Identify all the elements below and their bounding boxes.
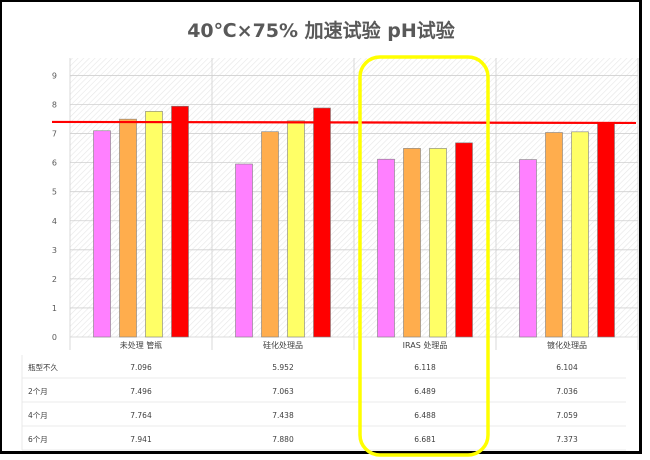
bar bbox=[261, 131, 279, 338]
bar bbox=[519, 159, 537, 338]
table-cell: 6.681 bbox=[414, 435, 436, 444]
y-tick-label: 4 bbox=[52, 217, 57, 226]
y-tick-label: 1 bbox=[52, 304, 57, 313]
y-tick-label: 7 bbox=[52, 130, 57, 139]
table-cell: 7.764 bbox=[130, 411, 152, 420]
bar bbox=[119, 118, 137, 338]
table-cell: 6.118 bbox=[414, 363, 436, 372]
table-cell: 5.952 bbox=[272, 363, 294, 372]
table-cell: 7.373 bbox=[556, 435, 578, 444]
bar bbox=[313, 107, 331, 338]
bar bbox=[171, 105, 189, 338]
table-cell: 7.036 bbox=[556, 387, 578, 396]
y-tick-label: 6 bbox=[52, 159, 57, 168]
y-tick-label: 5 bbox=[52, 188, 57, 197]
category-label: IRAS 处理品 bbox=[403, 340, 448, 350]
y-tick-label: 2 bbox=[52, 275, 57, 284]
bar bbox=[571, 131, 589, 338]
highlight-box bbox=[358, 55, 490, 457]
table-cell: 6.104 bbox=[556, 363, 578, 372]
bar bbox=[287, 120, 305, 338]
bar bbox=[545, 132, 563, 338]
bar bbox=[145, 111, 163, 338]
table-cell: 7.496 bbox=[130, 387, 152, 396]
y-tick-label: 9 bbox=[52, 71, 57, 80]
table-cell: 7.880 bbox=[272, 435, 294, 444]
bar bbox=[235, 163, 253, 338]
table-cell: 7.941 bbox=[130, 435, 152, 444]
bar bbox=[597, 122, 615, 338]
y-tick-label: 8 bbox=[52, 101, 57, 110]
y-tick-label: 3 bbox=[52, 246, 57, 255]
table-row-label: 2个月 bbox=[28, 387, 48, 396]
table-row-label: 瓶型不久 bbox=[28, 362, 58, 372]
category-label: 硅化处理品 bbox=[263, 340, 303, 350]
table-cell: 7.059 bbox=[556, 411, 578, 420]
bar bbox=[377, 158, 395, 338]
reference-line bbox=[51, 120, 637, 125]
bar bbox=[403, 148, 421, 338]
table-cell: 7.063 bbox=[272, 387, 294, 396]
table-row-label: 6个月 bbox=[28, 435, 48, 444]
table-cell: 7.096 bbox=[130, 363, 152, 372]
bar bbox=[93, 130, 111, 338]
y-tick-label: 0 bbox=[52, 333, 57, 342]
table-row-label: 4个月 bbox=[28, 411, 48, 420]
table-cell: 6.488 bbox=[414, 411, 436, 420]
bar bbox=[455, 142, 473, 338]
category-label: 未处理 管瓶 bbox=[120, 340, 163, 350]
chart-frame bbox=[0, 0, 642, 454]
bar bbox=[429, 148, 447, 338]
table-cell: 7.438 bbox=[272, 411, 294, 420]
chart-title: 40℃×75% 加速试验 pH试验 bbox=[187, 20, 455, 42]
category-label: 镀化处理品 bbox=[547, 340, 587, 350]
table-cell: 6.489 bbox=[414, 387, 436, 396]
